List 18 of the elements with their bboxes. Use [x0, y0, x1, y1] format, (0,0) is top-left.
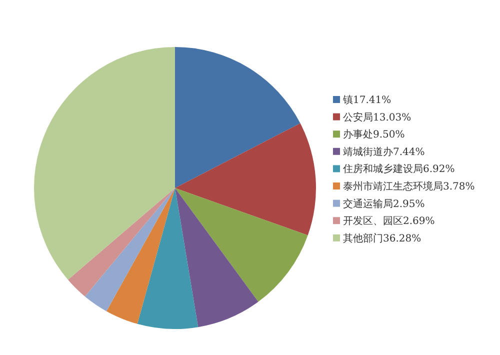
pie-slice [106, 188, 175, 324]
pie-slice [34, 47, 175, 280]
legend-label: 公安局13.03% [343, 111, 412, 124]
legend-label: 交通运输局2.95% [343, 198, 425, 210]
pie-slice [137, 188, 198, 329]
legend-label: 其他部门36.28% [343, 232, 422, 244]
pie-slice [175, 123, 316, 236]
pie-slice [175, 47, 300, 188]
legend-label: 开发区、园区2.69% [343, 216, 435, 228]
legend-label: 泰州市靖江生态环境局3.78% [343, 180, 475, 192]
legend-label: 镇17.41% [342, 94, 392, 106]
pie-slice [175, 188, 258, 328]
pie-slice [68, 188, 175, 296]
pie-slice [175, 188, 308, 302]
pie-slice [84, 188, 175, 312]
legend-label: 住房和城乡建设局6.92% [343, 163, 455, 176]
legend-label: 办事处9.50% [343, 128, 405, 141]
legend-label: 靖城街道办7.44% [343, 146, 425, 158]
